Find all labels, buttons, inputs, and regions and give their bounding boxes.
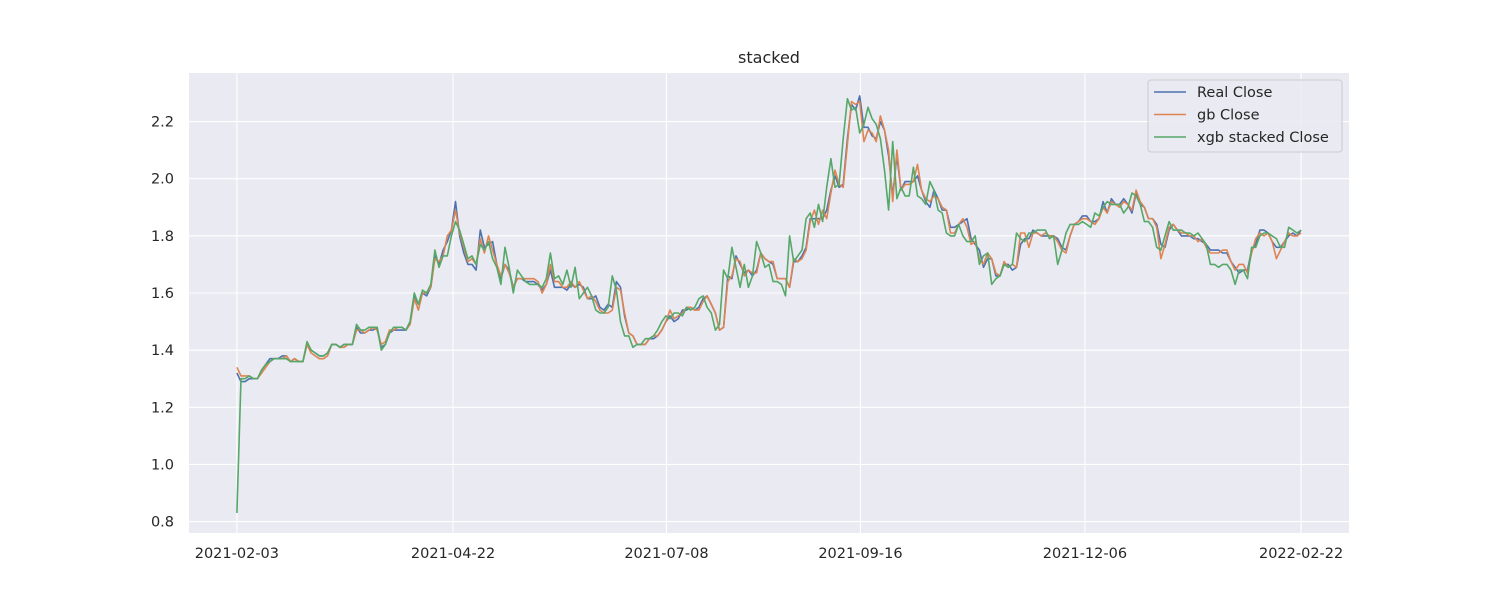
y-tick-label: 0.8 xyxy=(151,515,174,531)
legend: Real Close gb Close xgb stacked Close xyxy=(1147,79,1343,153)
x-tick-label: 2021-07-08 xyxy=(624,546,708,562)
y-tick-label: 1.2 xyxy=(151,400,174,416)
y-tick-label: 1.6 xyxy=(151,286,174,302)
legend-box xyxy=(1147,79,1343,153)
series-line-3 xyxy=(236,97,1302,514)
x-tick-label: 2021-02-03 xyxy=(195,546,279,562)
y-tick-label: 1.4 xyxy=(151,343,174,359)
legend-label: Real Close xyxy=(1197,85,1272,101)
x-tick-label: 2021-12-06 xyxy=(1043,546,1127,562)
legend-label: gb Close xyxy=(1197,108,1260,124)
series-line-2 xyxy=(236,100,1302,380)
y-tick-label: 1.0 xyxy=(151,457,174,473)
axis-ticks: 0.8 1.0 1.2 1.4 1.6 1.8 2.0 2.2 2021-02-03 2021-0… xyxy=(151,115,1343,562)
y-tick-label: 1.8 xyxy=(151,229,174,245)
x-tick-label: 2021-04-22 xyxy=(411,546,495,562)
x-tick-label: 2022-02-22 xyxy=(1259,546,1343,562)
x-tick-label: 2021-09-16 xyxy=(818,546,902,562)
series-lines xyxy=(236,95,1302,514)
y-tick-label: 2.2 xyxy=(151,115,174,131)
legend-label: xgb stacked Close xyxy=(1197,130,1329,146)
chart-title: stacked xyxy=(738,48,800,67)
y-tick-label: 2.0 xyxy=(151,172,174,188)
